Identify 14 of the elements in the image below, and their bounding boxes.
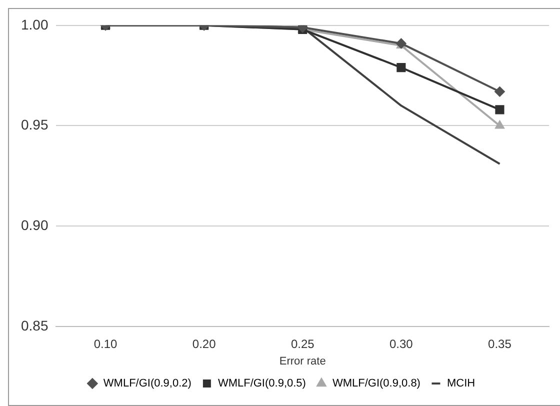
y-tick-label: 0.85 (21, 317, 48, 334)
x-tick-label: 0.10 (94, 336, 118, 351)
legend-label: WMLF/GI(0.9,0.8) (332, 378, 420, 390)
legend-label: WMLF/GI(0.9,0.2) (103, 378, 192, 390)
y-tick-label: 1.00 (21, 16, 48, 32)
y-tick-label: 0.95 (21, 116, 48, 133)
x-tick-label: 0.30 (389, 336, 414, 351)
y-tick-label: 0.90 (21, 216, 48, 233)
x-tick-label: 0.20 (192, 336, 216, 351)
legend-label: MCIH (446, 378, 476, 390)
x-tick-label: 0.25 (290, 336, 315, 351)
x-axis-title: Error rate (279, 355, 326, 368)
x-tick-label: 0.35 (488, 336, 512, 351)
legend-label: WMLF/GI(0.9,0.5) (218, 378, 306, 390)
